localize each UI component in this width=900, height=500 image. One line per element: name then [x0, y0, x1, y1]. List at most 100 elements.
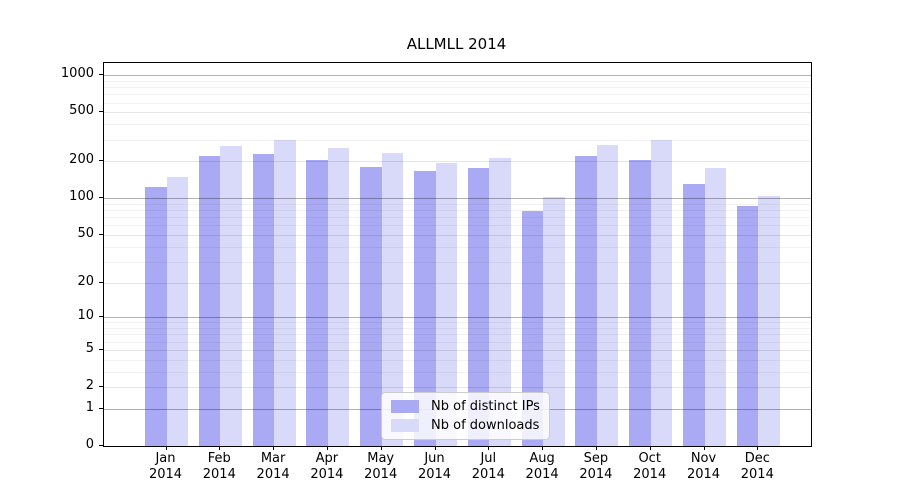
- x-tick-month: Feb: [207, 451, 231, 466]
- bar-ips-jul: [467, 167, 490, 446]
- grid-line-minor-700: [104, 94, 811, 96]
- legend: Nb of distinct IPs Nb of downloads: [381, 392, 550, 440]
- legend-item-downloads: Nb of downloads: [391, 418, 540, 433]
- x-tick-year: 2014: [471, 467, 505, 482]
- x-tick-year: 2014: [740, 467, 774, 482]
- y-tick-mark-2: [99, 386, 103, 388]
- grid-line-1000: [104, 75, 811, 77]
- x-tick-label-feb: Feb 2014: [187, 451, 251, 483]
- grid-line-minor-30: [104, 261, 811, 263]
- grid-line-minor-7: [104, 334, 811, 336]
- y-tick-mark-10: [99, 316, 103, 318]
- bar-ips-nov: [683, 184, 705, 446]
- plot-area: [103, 62, 812, 447]
- grid-line-minor-60: [104, 225, 811, 227]
- bar-ips-dec: [736, 205, 759, 446]
- y-tick-mark-500: [99, 111, 103, 113]
- legend-swatch-downloads-icon: [391, 419, 419, 432]
- x-tick-label-jul: Jul 2014: [456, 451, 520, 483]
- grid-line-5: [104, 349, 811, 351]
- bar-downloads-mar: [274, 139, 296, 446]
- x-tick-month: Jan: [155, 451, 176, 466]
- x-tick-mark-sep: [595, 446, 597, 450]
- bar-ips-aug: [521, 210, 544, 446]
- y-tick-label-20: 20: [77, 273, 94, 289]
- x-tick-month: Mar: [260, 451, 286, 466]
- bar-downloads-jun: [435, 162, 457, 446]
- y-tick-label-50: 50: [77, 225, 94, 241]
- x-tick-mark-feb: [219, 446, 221, 450]
- x-tick-mark-jan: [165, 446, 167, 450]
- y-tick-mark-20: [99, 281, 103, 283]
- y-tick-mark-0: [99, 445, 103, 446]
- bar-ips-jan: [145, 186, 167, 446]
- x-tick-label-may: May 2014: [349, 451, 413, 483]
- bar-downloads-dec: [758, 195, 780, 446]
- chart-title: ALLMLL 2014: [406, 35, 507, 53]
- bar-ips-apr: [306, 160, 328, 446]
- y-tick-mark-5: [99, 348, 103, 350]
- x-tick-year: 2014: [417, 467, 452, 482]
- legend-swatch-distinct-ips-icon: [391, 400, 419, 413]
- grid-line-minor-4: [104, 359, 811, 361]
- x-tick-mark-oct: [649, 446, 651, 450]
- bar-ips-mar: [252, 153, 275, 446]
- bar-downloads-jul: [489, 157, 511, 446]
- y-tick-label-200: 200: [69, 152, 94, 168]
- grid-line-minor-300: [104, 139, 811, 141]
- x-tick-month: Nov: [690, 451, 717, 466]
- x-tick-mark-jul: [488, 446, 490, 450]
- bar-downloads-aug: [543, 196, 565, 446]
- x-tick-label-jun: Jun 2014: [403, 451, 467, 483]
- x-tick-month: Sep: [583, 451, 609, 466]
- grid-line-10: [104, 317, 811, 319]
- grid-line-2: [104, 387, 811, 389]
- x-tick-month: Aug: [529, 451, 555, 466]
- x-tick-month: Jul: [480, 451, 497, 466]
- grid-line-200: [104, 161, 811, 163]
- x-tick-year: 2014: [148, 467, 183, 482]
- grid-line-minor-9: [104, 322, 811, 324]
- bar-downloads-jan: [166, 177, 188, 446]
- bar-downloads-sep: [596, 144, 619, 446]
- y-tick-label-10: 10: [77, 308, 94, 324]
- x-tick-year: 2014: [256, 467, 290, 482]
- x-tick-mark-mar: [273, 446, 275, 450]
- y-tick-mark-50: [99, 233, 103, 235]
- grid-line-minor-400: [104, 124, 811, 126]
- x-tick-label-nov: Nov 2014: [672, 451, 736, 483]
- x-tick-month: Oct: [638, 451, 661, 466]
- y-tick-label-2: 2: [85, 378, 94, 394]
- grid-line-500: [104, 112, 811, 114]
- bar-downloads-nov: [704, 168, 726, 446]
- legend-label-distinct-ips: Nb of distinct IPs: [431, 399, 540, 414]
- x-tick-month: Dec: [744, 451, 770, 466]
- x-tick-label-oct: Oct 2014: [618, 451, 682, 483]
- x-tick-label-sep: Sep 2014: [564, 451, 628, 483]
- y-tick-label-500: 500: [69, 103, 94, 119]
- grid-line-minor-600: [104, 102, 811, 104]
- bar-ips-may: [360, 166, 382, 446]
- bar-downloads-feb: [220, 146, 242, 446]
- bar-ips-feb: [198, 156, 221, 446]
- bar-downloads-oct: [650, 140, 673, 446]
- grid-line-100: [104, 198, 811, 200]
- y-tick-mark-1: [99, 407, 103, 409]
- x-tick-mark-dec: [757, 446, 759, 450]
- grid-line-minor-90: [104, 203, 811, 205]
- x-tick-label-mar: Mar 2014: [241, 451, 305, 483]
- y-tick-label-5: 5: [85, 340, 94, 356]
- x-tick-year: 2014: [202, 467, 236, 482]
- x-tick-month: Apr: [315, 451, 339, 466]
- y-tick-mark-200: [99, 160, 103, 162]
- x-tick-label-jan: Jan 2014: [134, 451, 198, 483]
- x-tick-label-apr: Apr 2014: [295, 451, 359, 483]
- y-tick-label-100: 100: [69, 189, 94, 205]
- grid-line-minor-900: [104, 80, 811, 82]
- x-tick-label-aug: Aug 2014: [510, 451, 574, 483]
- y-tick-label-0: 0: [85, 437, 94, 452]
- legend-label-downloads: Nb of downloads: [431, 418, 540, 433]
- y-tick-label-1: 1: [85, 399, 94, 415]
- x-tick-year: 2014: [310, 467, 344, 482]
